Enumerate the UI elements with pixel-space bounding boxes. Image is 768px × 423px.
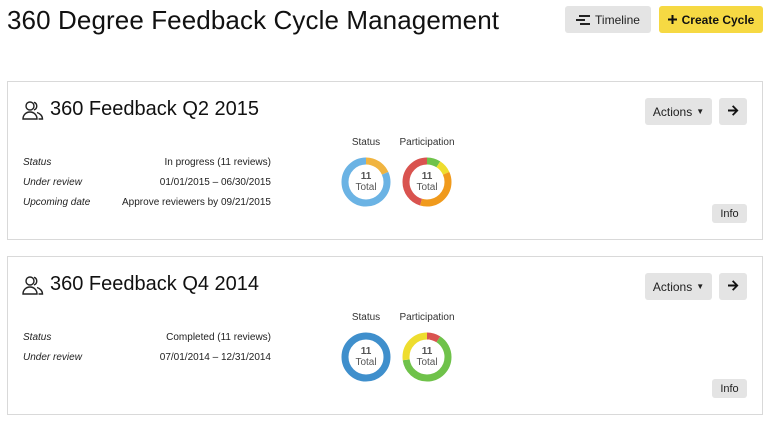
donut-segment-3 xyxy=(402,157,452,207)
meta-label: Under review xyxy=(23,177,82,188)
meta-label: Upcoming date xyxy=(23,197,91,208)
donut-segment-0 xyxy=(341,332,391,382)
donut-total-label: Total xyxy=(355,181,377,193)
people-icon xyxy=(22,275,44,295)
info-button[interactable]: Info xyxy=(712,204,747,223)
cycle-meta: Status In progress (11 reviews) Under re… xyxy=(23,156,271,216)
participation-donut: 11 Total xyxy=(401,156,453,208)
meta-label: Under review xyxy=(23,352,82,363)
donut-center: 11 Total xyxy=(401,156,453,208)
meta-label: Status xyxy=(23,332,52,343)
status-chart-label: Status xyxy=(351,137,381,148)
cycle-meta: Status Completed (11 reviews) Under revi… xyxy=(23,331,271,371)
meta-value: Approve reviewers by 09/21/2015 xyxy=(122,197,271,208)
donut-total-label: Total xyxy=(416,181,438,193)
info-button[interactable]: Info xyxy=(712,379,747,398)
actions-button[interactable]: Actions ▼ xyxy=(645,98,712,125)
status-chart-label: Status xyxy=(351,312,381,323)
participation-donut: 11 Total xyxy=(401,331,453,383)
participation-chart-label: Participation xyxy=(399,137,455,148)
meta-row-under-review: Under review 07/01/2014 – 12/31/2014 xyxy=(23,351,271,371)
donut-total-label: Total xyxy=(355,356,377,368)
participation-chart-label: Participation xyxy=(399,312,455,323)
meta-value: 01/01/2015 – 06/30/2015 xyxy=(159,177,271,188)
meta-value: Completed (11 reviews) xyxy=(166,332,271,343)
donut-total-number: 11 xyxy=(360,345,372,357)
donut-center: 11 Total xyxy=(340,331,392,383)
caret-down-icon: ▼ xyxy=(696,107,705,116)
plus-icon xyxy=(667,15,677,24)
participation-donut-svg xyxy=(402,332,452,382)
cycle-card: 360 Feedback Q2 2015 Actions ▼ Status In… xyxy=(7,81,763,240)
donut-segment-2 xyxy=(402,332,452,382)
donut-segment-1 xyxy=(341,157,391,207)
meta-row-under-review: Under review 01/01/2015 – 06/30/2015 xyxy=(23,176,271,196)
meta-value: In progress (11 reviews) xyxy=(164,157,271,168)
participation-donut-svg xyxy=(402,157,452,207)
timeline-button[interactable]: Timeline xyxy=(565,6,651,33)
donut-segment-2 xyxy=(402,157,452,207)
arrow-right-icon xyxy=(727,278,739,296)
timeline-icon xyxy=(576,14,591,25)
cycle-title: 360 Feedback Q4 2014 xyxy=(22,273,259,296)
arrow-right-icon xyxy=(727,103,739,121)
create-cycle-button[interactable]: Create Cycle xyxy=(659,6,763,33)
meta-row-upcoming-date: Upcoming date Approve reviewers by 09/21… xyxy=(23,196,271,216)
people-icon xyxy=(22,100,44,120)
caret-down-icon: ▼ xyxy=(696,282,705,291)
cycle-title: 360 Feedback Q2 2015 xyxy=(22,98,259,121)
status-donut-svg xyxy=(341,157,391,207)
donut-total-number: 11 xyxy=(360,170,372,182)
cycle-card: 360 Feedback Q4 2014 Actions ▼ Status Co… xyxy=(7,256,763,415)
actions-label: Actions xyxy=(652,104,693,119)
open-cycle-button[interactable] xyxy=(719,98,747,125)
meta-label: Status xyxy=(23,157,52,168)
donut-center: 11 Total xyxy=(401,331,453,383)
meta-row-status: Status In progress (11 reviews) xyxy=(23,156,271,176)
meta-value: 07/01/2014 – 12/31/2014 xyxy=(159,352,271,363)
donut-segment-1 xyxy=(402,332,452,382)
actions-button[interactable]: Actions ▼ xyxy=(645,273,712,300)
donut-total-number: 11 xyxy=(421,345,433,357)
cycle-title-text: 360 Feedback Q2 2015 xyxy=(50,98,260,120)
page-title: 360 Degree Feedback Cycle Management xyxy=(7,5,500,35)
create-cycle-label: Create Cycle xyxy=(681,12,755,27)
open-cycle-button[interactable] xyxy=(719,273,747,300)
status-donut: 11 Total xyxy=(340,331,392,383)
donut-total-number: 11 xyxy=(421,170,433,182)
actions-label: Actions xyxy=(652,279,693,294)
meta-row-status: Status Completed (11 reviews) xyxy=(23,331,271,351)
donut-total-label: Total xyxy=(416,356,438,368)
status-donut-svg xyxy=(341,332,391,382)
donut-center: 11 Total xyxy=(340,156,392,208)
cycle-title-text: 360 Feedback Q4 2014 xyxy=(50,273,260,295)
status-donut: 11 Total xyxy=(340,156,392,208)
timeline-label: Timeline xyxy=(595,12,640,27)
